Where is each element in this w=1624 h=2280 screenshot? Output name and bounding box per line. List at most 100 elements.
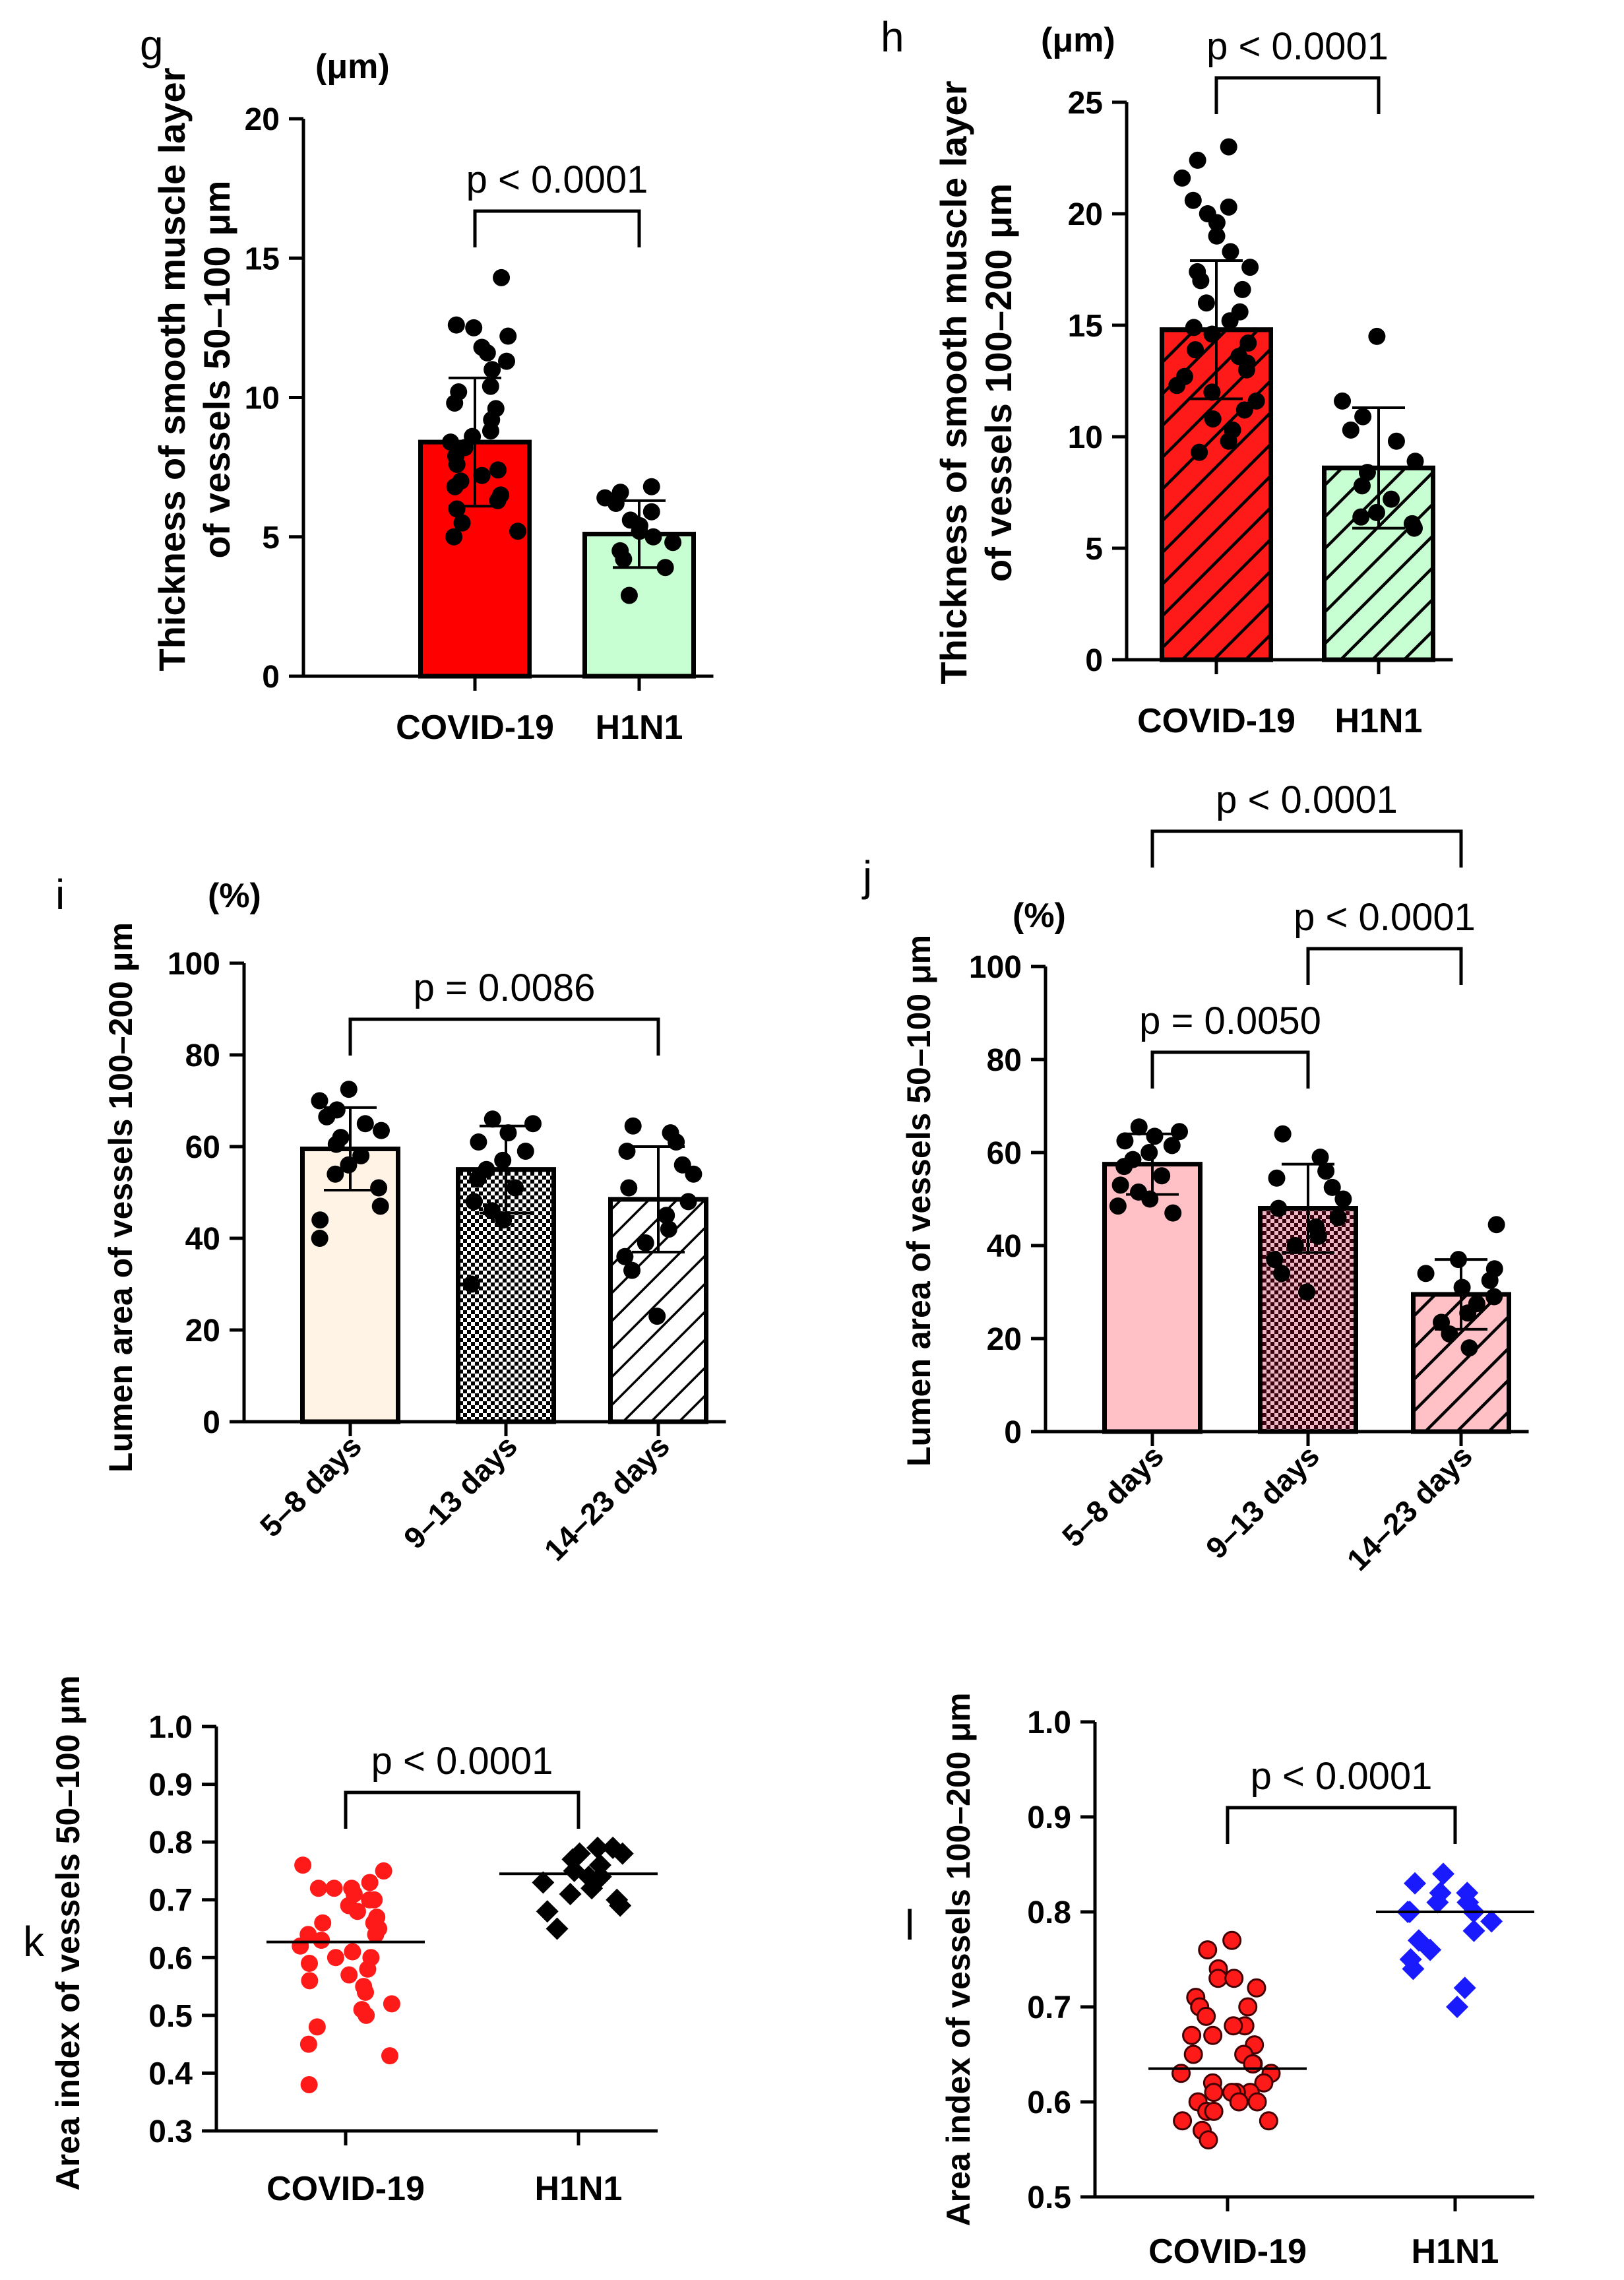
data-point: [644, 528, 662, 546]
x-tick-label: 9–13 days: [1199, 1438, 1326, 1565]
data-point: [311, 1230, 328, 1247]
x-tick-label: H1N1: [1335, 702, 1423, 740]
data-point: [1235, 401, 1253, 419]
data-point: [383, 1995, 400, 2013]
data-point: [1383, 490, 1400, 508]
data-point: [489, 461, 507, 479]
y-tick-label: 0.6: [1027, 2085, 1071, 2120]
data-point: [611, 1842, 634, 1865]
data-point: [507, 1179, 524, 1197]
data-point: [685, 1165, 703, 1183]
y-tick-label: 5: [262, 521, 280, 555]
panel-h: h (μm) Thickness of smooth muscle layerof …: [881, 13, 1453, 740]
data-point: [1203, 325, 1221, 343]
significance-bracket: [1150, 829, 1463, 868]
data-point: [327, 1135, 345, 1153]
y-tick-label: 20: [987, 1322, 1022, 1357]
data-point: [624, 1117, 642, 1135]
data-point: [445, 528, 463, 546]
y-tick-label: 0: [262, 660, 280, 695]
data-point: [1462, 1919, 1485, 1942]
data-point: [448, 455, 466, 473]
data-point: [1183, 2044, 1203, 2064]
data-point: [658, 1207, 675, 1224]
data-point: [620, 586, 638, 604]
data-point: [497, 352, 515, 370]
y-tick-label: 40: [987, 1229, 1022, 1264]
y-axis-title-line: Thickness of smooth muscle layer: [933, 81, 974, 685]
data-point: [1208, 214, 1226, 232]
data-point: [372, 1122, 390, 1139]
data-point: [1163, 1137, 1181, 1155]
y-axis-title: Area index of vessels 100–200 μm: [940, 1693, 977, 2227]
data-point: [1164, 1204, 1182, 1222]
y-tick-label: 0.5: [1027, 2180, 1071, 2215]
data-point: [1204, 410, 1222, 428]
data-point: [532, 1871, 555, 1894]
y-axis-title-line: Area index of vessels 100–200 μm: [940, 1693, 977, 2227]
data-point: [1485, 1288, 1503, 1306]
data-point: [294, 1856, 312, 1874]
data-point: [314, 1914, 332, 1932]
data-point: [1259, 2111, 1278, 2131]
data-point: [1406, 519, 1423, 537]
data-point: [340, 1156, 358, 1174]
data-point: [1286, 1237, 1304, 1254]
data-point: [1208, 227, 1226, 245]
significance-bracket: [1226, 1806, 1457, 1844]
data-point: [1311, 1149, 1329, 1166]
data-point: [446, 478, 464, 495]
data-point: [462, 1275, 480, 1293]
data-point: [484, 361, 501, 379]
data-point: [327, 1165, 344, 1183]
data-point: [442, 433, 460, 451]
x-tick-label: COVID-19: [1148, 2232, 1307, 2271]
panel-i: i (%) Lumen area of vessels 100–200 μm 0 20 4…: [55, 871, 726, 1568]
y-tick-label: 5: [1085, 532, 1103, 567]
y-axis-title: Lumen area of vessels 100–200 μm: [102, 922, 139, 1472]
data-point: [367, 1926, 385, 1944]
significance-bracket: [344, 1790, 580, 1829]
y-tick-label: 0.8: [1027, 1895, 1071, 1930]
data-point: [1342, 421, 1359, 439]
data-point: [1115, 1158, 1133, 1176]
data-point: [1203, 383, 1221, 401]
y-tick-label: 0.6: [148, 1941, 193, 1976]
data-point: [1130, 1118, 1148, 1136]
data-point: [1432, 1862, 1455, 1885]
data-point: [1334, 392, 1352, 410]
data-point: [1197, 2006, 1216, 2026]
y-tick-label: 0.8: [148, 1825, 193, 1860]
y-axis-title: Thickness of smooth muscle layerof vesse…: [151, 68, 237, 672]
panel-label-k: k: [23, 1918, 45, 1965]
data-point: [375, 1862, 392, 1880]
panel-j: j (%) Lumen area of vessels 50–100 μm 0 20 40…: [861, 778, 1529, 1577]
y-tick-label: 10: [1068, 420, 1103, 455]
y-axis-title-line: Lumen area of vessels 100–200 μm: [102, 922, 139, 1472]
data-point: [1153, 1167, 1171, 1185]
data-point: [1317, 1162, 1335, 1180]
data-point: [586, 1836, 609, 1859]
y-tick-label: 0.7: [1027, 1990, 1071, 2025]
data-point: [660, 1220, 677, 1238]
data-point: [1298, 1283, 1316, 1301]
data-point: [340, 1966, 358, 1984]
data-point: [1239, 334, 1257, 352]
significance-bracket: [473, 209, 641, 247]
x-tick-label: 14–23 days: [1340, 1438, 1479, 1577]
data-point: [473, 466, 491, 484]
y-tick-label: 10: [245, 381, 280, 416]
x-tick-label: H1N1: [596, 709, 683, 747]
x-tick-label: COVID-19: [266, 2170, 425, 2208]
data-point: [292, 1937, 309, 1955]
x-tick-label: COVID-19: [396, 709, 554, 747]
data-point: [356, 1115, 374, 1133]
data-point: [1323, 1178, 1341, 1196]
data-point: [1367, 503, 1385, 521]
unit-label: (μm): [315, 48, 390, 86]
data-point: [308, 2018, 326, 2036]
data-point: [1220, 198, 1237, 216]
data-point: [1460, 1339, 1478, 1357]
data-point: [516, 1142, 534, 1160]
data-point: [1185, 319, 1202, 336]
